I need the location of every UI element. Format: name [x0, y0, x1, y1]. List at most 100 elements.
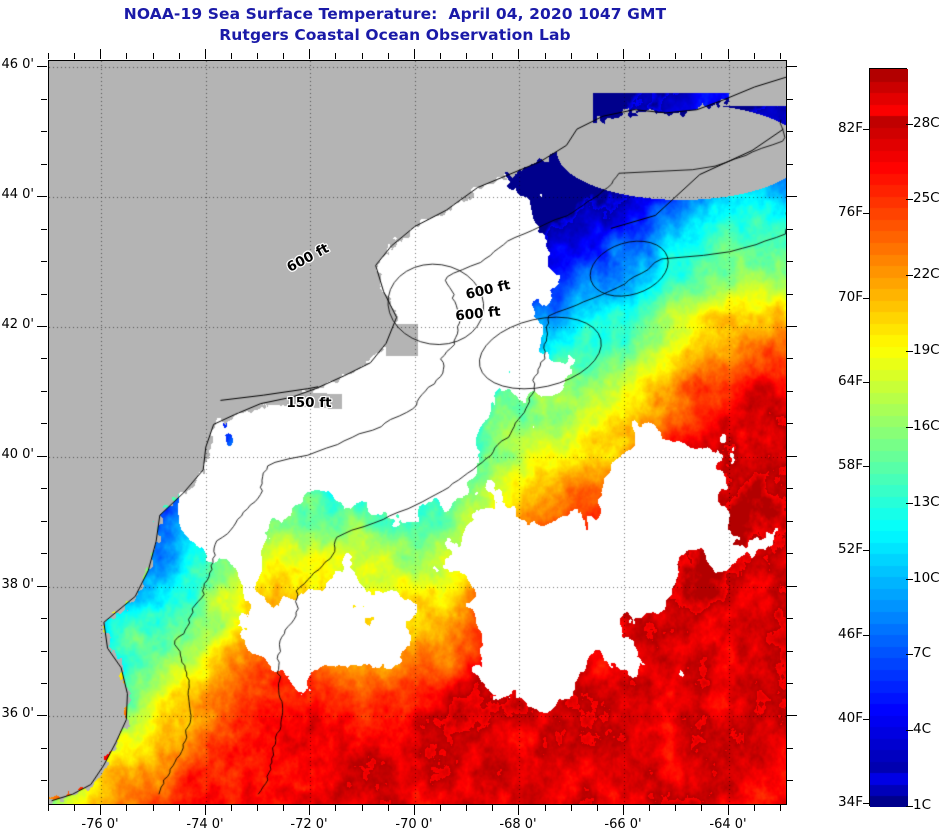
lat-tick-right [787, 780, 793, 781]
lat-tick-left [41, 294, 47, 295]
lat-axis-label: 38 0' [1, 577, 34, 592]
colorbar-label-celsius: 25C [913, 190, 940, 206]
colorbar-tick-c [906, 275, 913, 276]
colorbar-tick-c [906, 427, 913, 428]
colorbar-tick-f [863, 213, 870, 214]
lon-tick-bottom [179, 805, 180, 811]
depth-contour-label: 150 ft [286, 395, 332, 411]
lon-tick-top [126, 53, 127, 59]
lon-tick-bottom [597, 805, 598, 811]
lat-tick-right [787, 748, 793, 749]
colorbar-tick-f [863, 803, 870, 804]
lat-tick-right [787, 651, 793, 652]
colorbar-tick-c [906, 199, 913, 200]
colorbar-tick-c [906, 579, 913, 580]
colorbar-label-fahrenheit: 34F [838, 794, 863, 810]
lat-tick-left [41, 164, 47, 165]
lon-tick-top [675, 53, 676, 59]
lon-tick-top [754, 53, 755, 59]
lon-tick-bottom [153, 805, 154, 811]
lat-tick-right [787, 456, 797, 457]
lat-tick-right [787, 66, 797, 67]
colorbar-label-celsius: 28C [913, 115, 940, 131]
lon-tick-top [623, 49, 624, 59]
lon-tick-top [466, 53, 467, 59]
lon-tick-bottom [675, 805, 676, 811]
colorbar-tick-f [863, 298, 870, 299]
lat-tick-left [37, 715, 47, 716]
sst-map [48, 60, 787, 805]
lat-axis-label: 36 0' [1, 706, 34, 721]
lat-tick-right [787, 553, 793, 554]
lat-tick-left [41, 423, 47, 424]
sst-heatmap-canvas [49, 61, 786, 804]
lon-tick-bottom [754, 805, 755, 811]
lat-tick-left [41, 683, 47, 684]
lat-tick-right [787, 99, 793, 100]
colorbar-tick-c [906, 351, 913, 352]
lat-tick-right [787, 358, 793, 359]
lat-tick-left [41, 391, 47, 392]
lat-tick-left [41, 229, 47, 230]
colorbar-label-celsius: 7C [913, 645, 932, 661]
colorbar-tick-c [906, 503, 913, 504]
lon-tick-bottom [623, 805, 624, 815]
lat-tick-left [41, 651, 47, 652]
lon-tick-top [231, 53, 232, 59]
lon-tick-top [257, 53, 258, 59]
page-title: NOAA-19 Sea Surface Temperature: April 0… [123, 5, 667, 23]
lon-tick-top [649, 53, 650, 59]
colorbar-label-celsius: 19C [913, 342, 940, 358]
lon-tick-top [362, 53, 363, 59]
lon-tick-top [597, 53, 598, 59]
colorbar-tick-c [906, 806, 913, 807]
lat-tick-right [787, 261, 793, 262]
lon-tick-top [414, 49, 415, 59]
lat-tick-right [787, 715, 797, 716]
colorbar-label-celsius: 4C [913, 721, 932, 737]
lon-tick-bottom [100, 805, 101, 815]
page-subtitle: Rutgers Coastal Ocean Observation Lab [219, 26, 571, 44]
lat-axis-label: 46 0' [1, 57, 34, 72]
lon-tick-top [335, 53, 336, 59]
lon-tick-top [545, 53, 546, 59]
lon-tick-top [283, 53, 284, 59]
lon-tick-top [179, 53, 180, 59]
lon-tick-top [309, 49, 310, 59]
lon-axis-label: -74 0' [186, 817, 224, 832]
lon-tick-bottom [283, 805, 284, 811]
lon-tick-top [388, 53, 389, 59]
lon-tick-bottom [545, 805, 546, 811]
lat-tick-right [787, 229, 793, 230]
lon-tick-bottom [205, 805, 206, 815]
lon-tick-top [153, 53, 154, 59]
lon-axis-label: -66 0' [604, 817, 642, 832]
colorbar-label-fahrenheit: 82F [838, 120, 863, 136]
lat-tick-left [41, 261, 47, 262]
lat-tick-right [787, 488, 793, 489]
lat-axis-label: 42 0' [1, 317, 34, 332]
lat-tick-left [41, 488, 47, 489]
lon-tick-bottom [571, 805, 572, 811]
colorbar-tick-c [906, 124, 913, 125]
lon-tick-bottom [74, 805, 75, 811]
lat-tick-left [37, 66, 47, 67]
colorbar-label-fahrenheit: 64F [838, 373, 863, 389]
lat-tick-left [41, 618, 47, 619]
lon-tick-bottom [231, 805, 232, 811]
lon-tick-bottom [362, 805, 363, 811]
lon-tick-bottom [126, 805, 127, 811]
lat-tick-left [41, 358, 47, 359]
colorbar-label-celsius: 13C [913, 494, 940, 510]
lon-tick-top [780, 53, 781, 59]
lon-tick-top [518, 49, 519, 59]
colorbar-label-celsius: 10C [913, 570, 940, 586]
lat-tick-left [41, 553, 47, 554]
lat-tick-left [41, 131, 47, 132]
colorbar-tick-f [863, 382, 870, 383]
lon-tick-bottom [257, 805, 258, 811]
lon-tick-top [571, 53, 572, 59]
lon-tick-bottom [335, 805, 336, 811]
lon-tick-top [701, 53, 702, 59]
lon-axis-label: -72 0' [290, 817, 328, 832]
